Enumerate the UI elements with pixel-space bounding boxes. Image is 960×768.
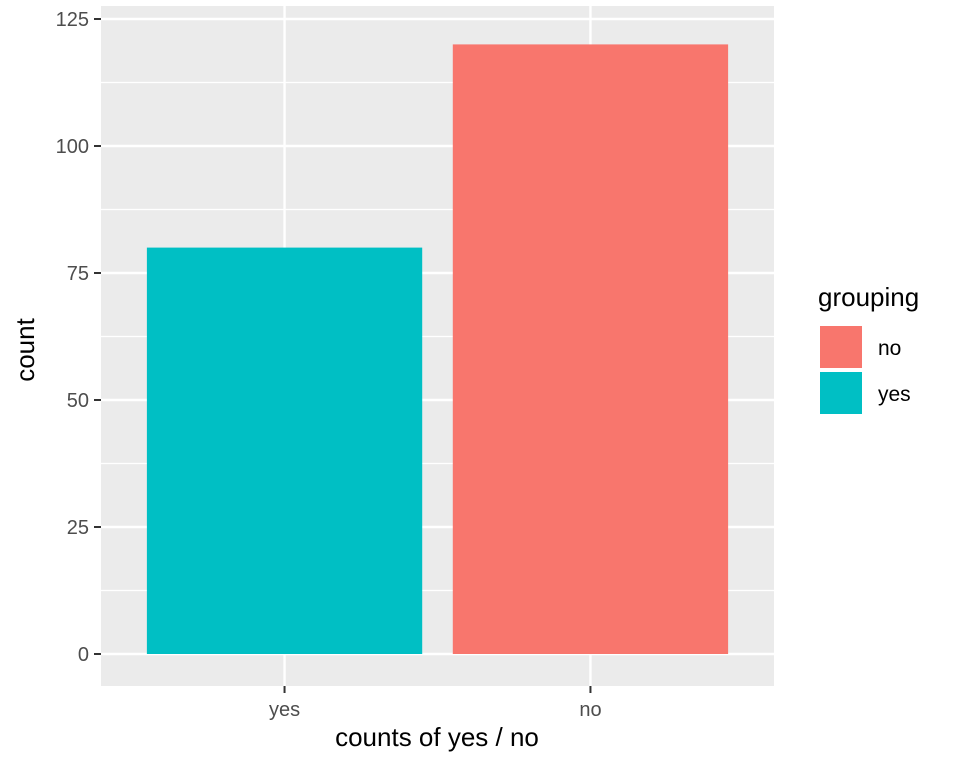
y-tick-label: 75 (67, 263, 89, 285)
y-tick-label: 50 (67, 390, 89, 412)
bar-yes (146, 247, 423, 654)
legend-key-no (820, 326, 862, 368)
x-axis: yes no (269, 686, 602, 721)
bar-no (452, 44, 729, 654)
legend-label-yes: yes (878, 383, 911, 406)
bars (146, 44, 729, 654)
x-axis-title: counts of yes / no (335, 722, 539, 752)
legend-key-yes (820, 372, 862, 414)
legend-label-no: no (878, 337, 901, 360)
y-tick-label: 0 (78, 644, 89, 666)
legend: grouping no yes (818, 282, 919, 414)
x-tick-label: yes (269, 699, 300, 721)
y-axis-title: count (10, 317, 40, 381)
y-tick-label: 25 (67, 517, 89, 539)
y-tick-label: 125 (56, 9, 89, 31)
y-tick-label: 100 (56, 136, 89, 158)
x-tick-label: no (579, 699, 601, 721)
y-axis: 0 25 50 75 100 125 (56, 9, 101, 666)
legend-title: grouping (818, 282, 919, 312)
